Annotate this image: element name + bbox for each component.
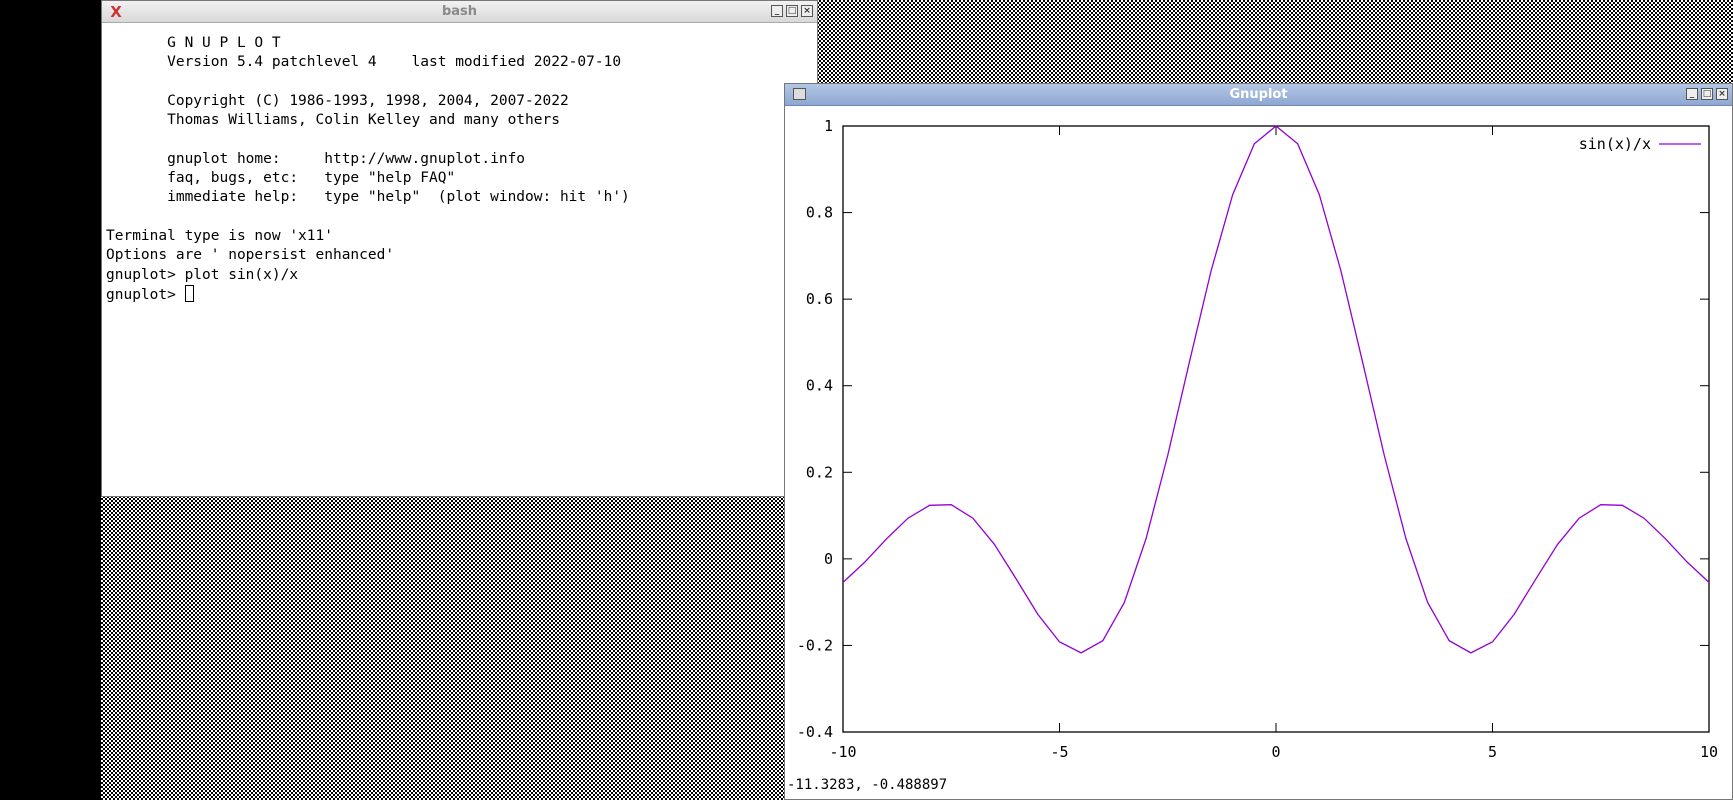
y-tick-label: 0.6 <box>806 290 833 308</box>
terminal-window[interactable]: X bash _ □ × G N U P L O T Version 5.4 p… <box>101 0 818 497</box>
gnuplot-title-bar[interactable]: Gnuplot _ □ × <box>785 84 1732 106</box>
minimize-icon[interactable]: _ <box>1686 88 1698 100</box>
gnuplot-title: Gnuplot <box>1229 87 1288 102</box>
x-tick-label: -10 <box>829 743 856 761</box>
y-tick-label: 1 <box>824 117 833 135</box>
close-icon[interactable]: × <box>1716 88 1728 100</box>
close-icon[interactable]: × <box>801 5 813 17</box>
maximize-icon[interactable]: □ <box>1701 88 1713 100</box>
window-menu-icon[interactable] <box>791 87 807 103</box>
x-tick-label: 5 <box>1488 743 1497 761</box>
prompt: gnuplot> <box>106 286 185 303</box>
maximize-icon[interactable]: □ <box>786 5 798 17</box>
x-tick-label: 10 <box>1700 743 1718 761</box>
terminal-line: faq, bugs, etc: type "help FAQ" <box>106 170 456 187</box>
terminal-title-bar[interactable]: X bash _ □ × <box>102 1 817 23</box>
plot-canvas[interactable]: -0.4 -0.2 0 0.2 0.4 0.6 0.8 1 -10 -5 0 5 10 sin(x)/x <box>785 107 1732 800</box>
x-logo-icon: X <box>110 3 122 21</box>
x-tick-label: -5 <box>1050 743 1068 761</box>
terminal-line: gnuplot> <box>106 284 194 304</box>
y-tick-label: 0.4 <box>806 377 833 395</box>
terminal-line: Terminal type is now 'x11' <box>106 228 333 244</box>
y-tick-label: 0.2 <box>806 463 833 481</box>
terminal-line: Version 5.4 patchlevel 4 last modified 2… <box>106 54 622 71</box>
terminal-line: Thomas Williams, Colin Kelley and many o… <box>106 112 560 129</box>
minimize-icon[interactable]: _ <box>771 5 783 17</box>
y-tick-label: -0.4 <box>797 723 833 741</box>
plot-border <box>842 125 1710 733</box>
mouse-coordinates: -11.3283, -0.488897 <box>787 777 948 793</box>
terminal-line: immediate help: type "help" (plot window… <box>106 189 630 206</box>
text-cursor <box>184 284 194 302</box>
gnuplot-window[interactable]: Gnuplot _ □ × -0.4 -0.2 0 0.2 0.4 0.6 0.8 1 -10-… <box>784 83 1733 800</box>
terminal-line: Options are ' nopersist enhanced' <box>106 247 395 264</box>
x-tick-label: 0 <box>1271 743 1280 761</box>
y-tick-label: 0.8 <box>806 204 833 222</box>
terminal-line: Copyright (C) 1986-1993, 1998, 2004, 200… <box>106 92 569 109</box>
y-tick-label: -0.2 <box>797 636 833 654</box>
terminal-line: G N U P L O T <box>106 35 281 51</box>
terminal-output[interactable]: G N U P L O T Version 5.4 patchlevel 4 l… <box>104 24 817 496</box>
terminal-line: gnuplot> plot sin(x)/x <box>106 266 299 283</box>
terminal-line: gnuplot home: http://www.gnuplot.info <box>106 150 526 167</box>
series-line-sin-x-over-x <box>842 125 1710 654</box>
y-tick-label: 0 <box>824 550 833 568</box>
terminal-title: bash <box>441 4 478 19</box>
legend-label: sin(x)/x <box>1579 135 1651 153</box>
